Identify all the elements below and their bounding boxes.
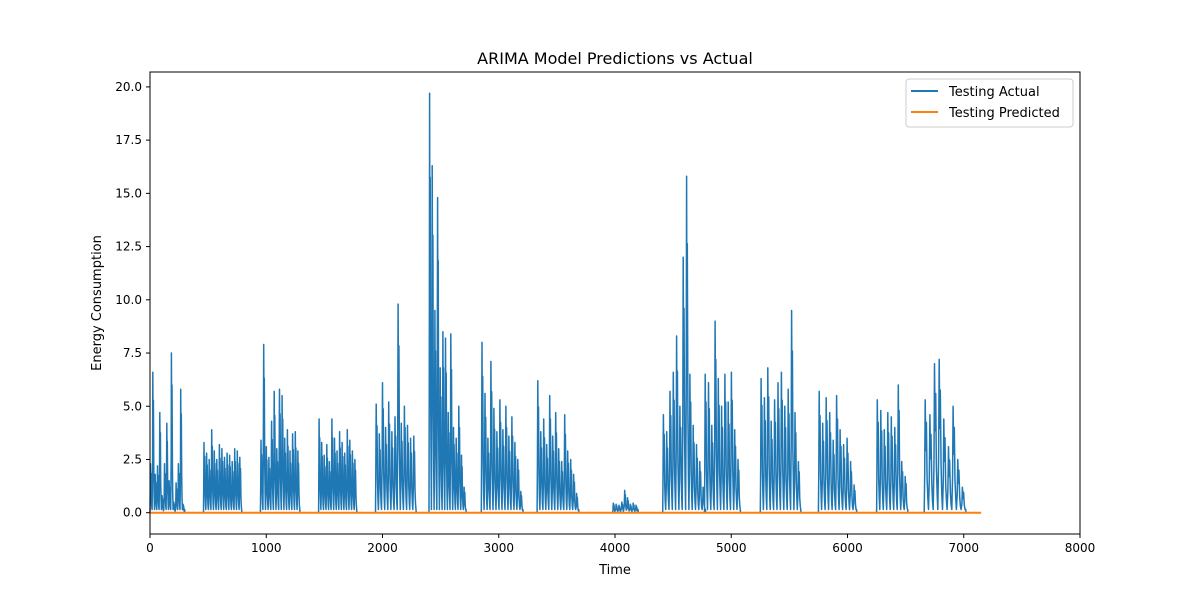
- x-tick-label: 4000: [600, 541, 631, 555]
- y-tick-label: 2.5: [123, 452, 142, 466]
- x-tick-label: 2000: [367, 541, 398, 555]
- y-tick-label: 7.5: [123, 346, 142, 360]
- y-tick-label: 10.0: [115, 293, 142, 307]
- y-tick-label: 5.0: [123, 399, 142, 413]
- x-axis-label: Time: [598, 563, 631, 578]
- y-axis: 0.0 2.5 5.0 7.5 10.0 12.5 15.0 17.5 20.0: [115, 80, 150, 520]
- series-layer: [149, 92, 982, 514]
- chart-title: ARIMA Model Predictions vs Actual: [477, 49, 753, 68]
- x-tick-label: 0: [146, 541, 154, 555]
- legend: Testing Actual Testing Predicted: [905, 78, 1074, 128]
- x-tick-label: 7000: [948, 541, 979, 555]
- y-tick-label: 12.5: [115, 240, 142, 254]
- legend-label: Testing Actual: [948, 85, 1040, 100]
- x-tick-label: 1000: [251, 541, 282, 555]
- legend-box: [905, 78, 1074, 128]
- series-line-testing-actual: [149, 92, 967, 514]
- y-tick-label: 20.0: [115, 80, 142, 94]
- x-tick-label: 3000: [483, 541, 514, 555]
- x-tick-label: 8000: [1065, 541, 1096, 555]
- y-tick-label: 17.5: [115, 133, 142, 147]
- x-tick-label: 5000: [716, 541, 747, 555]
- y-tick-label: 0.0: [123, 506, 142, 520]
- x-tick-label: 6000: [832, 541, 863, 555]
- y-tick-label: 15.0: [115, 186, 142, 200]
- y-axis-label: Energy Consumption: [90, 235, 105, 371]
- x-axis: 0 1000 2000 3000 4000 5000 6000 7000 8000: [146, 534, 1095, 555]
- legend-label: Testing Predicted: [948, 106, 1060, 121]
